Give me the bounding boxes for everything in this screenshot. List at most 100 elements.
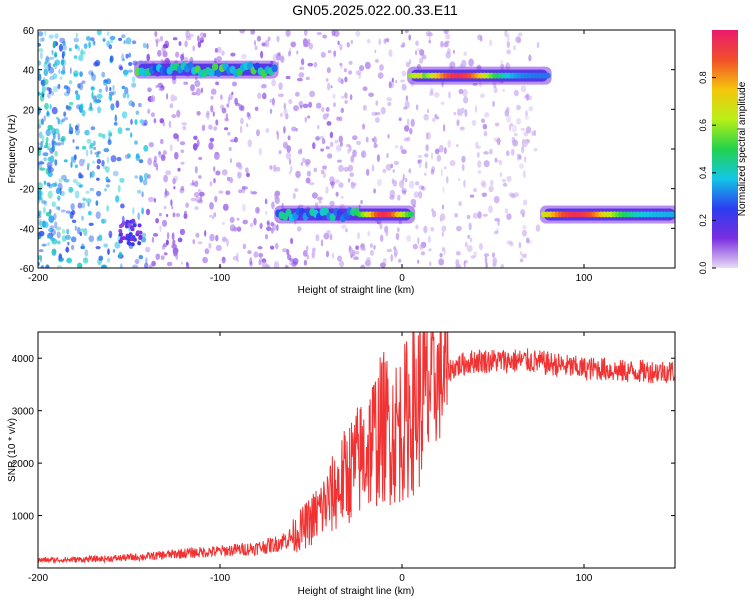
- noise-speck: [127, 69, 133, 73]
- noise-speck: [392, 169, 395, 173]
- noise-speck: [240, 53, 247, 60]
- noise-speck: [66, 106, 72, 111]
- noise-speck: [520, 85, 527, 93]
- noise-speck: [218, 190, 224, 194]
- noise-speck: [62, 45, 67, 51]
- noise-speck: [523, 170, 526, 178]
- noise-speck: [368, 92, 374, 98]
- noise-speck: [221, 221, 225, 225]
- noise-speck: [338, 164, 344, 172]
- noise-speck: [377, 178, 382, 187]
- noise-speck: [466, 245, 473, 252]
- noise-speck: [423, 225, 428, 234]
- noise-speck: [329, 233, 333, 241]
- noise-speck: [492, 257, 498, 265]
- noise-speck: [349, 172, 355, 177]
- noise-speck: [162, 121, 166, 127]
- y-tick-label: -60: [20, 264, 35, 275]
- noise-speck: [441, 247, 445, 252]
- noise-speck: [481, 192, 487, 198]
- noise-speck: [101, 218, 105, 224]
- noise-speck: [458, 88, 464, 95]
- noise-speck: [343, 68, 347, 73]
- noise-speck: [304, 116, 307, 123]
- noise-speck: [120, 203, 125, 209]
- noise-speck: [92, 160, 96, 165]
- noise-speck: [412, 243, 418, 250]
- noise-speck: [317, 196, 323, 201]
- noise-speck: [304, 158, 311, 165]
- noise-speck: [40, 140, 44, 148]
- noise-speck: [56, 116, 59, 120]
- noise-speck: [150, 112, 155, 118]
- noise-speck: [271, 97, 275, 106]
- noise-speck: [397, 194, 401, 201]
- spectral-band: [134, 60, 279, 79]
- noise-speck: [493, 195, 500, 204]
- noise-speck: [43, 157, 47, 162]
- noise-speck: [115, 195, 120, 203]
- noise-speck: [449, 160, 456, 167]
- noise-speck: [221, 256, 226, 264]
- noise-speck: [224, 117, 229, 122]
- noise-speck: [259, 222, 263, 230]
- noise-speck: [262, 92, 267, 100]
- noise-speck: [195, 232, 200, 238]
- noise-speck: [55, 188, 61, 195]
- noise-speck: [86, 36, 91, 41]
- noise-speck: [403, 189, 406, 196]
- noise-speck: [482, 213, 488, 217]
- noise-speck: [339, 43, 343, 51]
- noise-speck: [299, 66, 305, 71]
- noise-speck: [131, 218, 136, 223]
- noise-speck: [215, 81, 220, 86]
- noise-speck: [58, 178, 63, 183]
- noise-speck: [66, 257, 72, 264]
- noise-speck: [49, 209, 52, 214]
- noise-speck: [179, 141, 186, 146]
- noise-speck: [415, 50, 417, 56]
- noise-speck: [242, 219, 248, 225]
- noise-speck: [440, 40, 444, 48]
- snr-panel: -200 -100 0 100 1000 2000 3000 4000: [12, 331, 676, 584]
- noise-speck: [125, 219, 130, 224]
- noise-speck: [423, 172, 427, 176]
- noise-speck: [526, 237, 530, 244]
- noise-speck: [206, 110, 210, 115]
- noise-speck: [364, 61, 371, 70]
- noise-speck: [434, 114, 438, 118]
- noise-speck: [107, 257, 111, 263]
- noise-speck: [180, 185, 185, 192]
- noise-speck: [482, 123, 488, 130]
- noise-speck: [494, 122, 500, 127]
- noise-speck: [114, 241, 121, 249]
- noise-speck: [52, 63, 56, 67]
- noise-speck: [87, 202, 90, 207]
- noise-speck: [70, 156, 74, 164]
- noise-speck: [300, 58, 305, 66]
- noise-speck: [339, 116, 343, 122]
- noise-speck: [164, 190, 170, 197]
- noise-speck: [289, 261, 292, 265]
- noise-speck: [67, 241, 70, 246]
- noise-speck: [425, 31, 432, 37]
- noise-speck: [47, 242, 50, 246]
- noise-speck: [521, 253, 527, 258]
- noise-speck: [79, 174, 84, 179]
- noise-speck: [83, 43, 88, 49]
- noise-speck: [256, 35, 262, 42]
- noise-speck: [517, 32, 523, 37]
- noise-speck: [216, 46, 222, 54]
- noise-speck: [445, 33, 451, 40]
- noise-speck: [391, 178, 395, 184]
- noise-speck: [160, 255, 165, 261]
- noise-speck: [360, 199, 363, 205]
- noise-speck: [300, 162, 303, 166]
- noise-speck: [109, 55, 114, 63]
- noise-speck: [228, 146, 232, 152]
- noise-speck: [214, 48, 218, 53]
- noise-speck: [106, 40, 111, 48]
- noise-speck: [392, 180, 398, 187]
- noise-speck: [45, 264, 50, 268]
- noise-speck: [180, 53, 184, 61]
